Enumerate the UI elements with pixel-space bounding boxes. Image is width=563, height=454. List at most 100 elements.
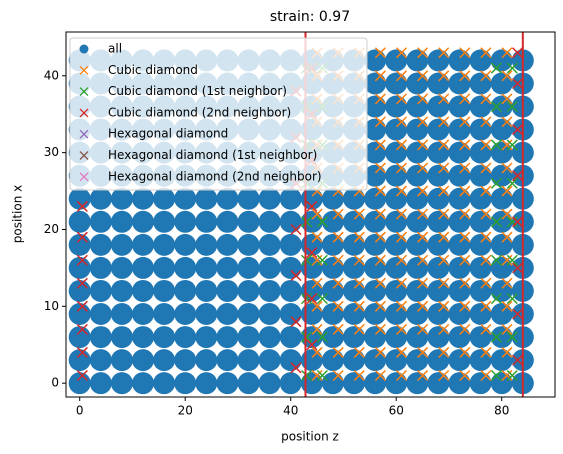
point	[469, 118, 492, 141]
point	[406, 233, 429, 256]
point	[490, 303, 513, 326]
point	[343, 372, 366, 395]
point	[174, 372, 197, 395]
point	[343, 256, 366, 279]
legend-marker	[79, 44, 89, 54]
point	[321, 210, 344, 233]
point	[174, 233, 197, 256]
point	[258, 303, 281, 326]
point	[279, 279, 302, 302]
point	[153, 349, 176, 372]
point	[448, 49, 471, 72]
point	[480, 231, 492, 243]
point	[68, 187, 91, 210]
point	[480, 369, 492, 382]
point	[438, 47, 450, 59]
point	[195, 279, 218, 302]
point	[374, 70, 386, 82]
point	[480, 323, 492, 335]
point	[132, 210, 155, 233]
point	[438, 300, 450, 312]
point	[364, 372, 387, 395]
point	[469, 164, 492, 187]
point	[321, 256, 344, 279]
chart-title: strain: 0.97	[270, 9, 350, 25]
point	[501, 116, 513, 128]
point	[110, 303, 133, 326]
point	[316, 293, 328, 305]
point	[258, 326, 281, 349]
point	[512, 77, 524, 90]
x-tick-label: 20	[178, 404, 193, 418]
point	[480, 300, 492, 312]
point	[153, 210, 176, 233]
point	[501, 185, 513, 197]
point	[364, 326, 387, 349]
point	[385, 141, 408, 164]
point	[459, 162, 471, 174]
point	[311, 369, 323, 382]
x-tick-label: 40	[283, 404, 298, 418]
point	[395, 116, 408, 128]
point	[395, 231, 408, 243]
point	[343, 279, 366, 302]
point	[448, 372, 471, 395]
point	[364, 256, 387, 279]
point	[132, 372, 155, 395]
point	[501, 346, 513, 358]
legend-marker	[79, 172, 89, 182]
point	[438, 116, 450, 128]
point	[195, 187, 218, 210]
point	[332, 369, 344, 382]
point	[385, 279, 408, 302]
point	[448, 256, 471, 279]
point	[279, 256, 302, 279]
point	[506, 139, 518, 151]
point	[76, 323, 88, 335]
point	[490, 372, 513, 395]
legend-label: Cubic diamond	[108, 63, 198, 77]
point	[316, 216, 328, 228]
point	[258, 233, 281, 256]
legend-label: Hexagonal diamond (2nd neighbor)	[108, 169, 322, 183]
point	[89, 279, 112, 302]
point	[290, 270, 302, 282]
point	[237, 256, 260, 279]
point	[406, 210, 429, 233]
point	[374, 47, 386, 59]
point	[501, 93, 513, 105]
point	[438, 162, 450, 174]
point	[153, 372, 176, 395]
legend-marker	[79, 65, 89, 75]
point	[501, 277, 513, 289]
point	[438, 70, 450, 82]
point	[459, 139, 471, 151]
point	[321, 372, 344, 395]
point	[153, 279, 176, 302]
point	[195, 233, 218, 256]
point	[332, 323, 344, 335]
point	[89, 233, 112, 256]
point	[321, 326, 344, 349]
point	[374, 254, 386, 266]
point	[395, 47, 408, 59]
point	[490, 331, 502, 343]
point	[174, 349, 197, 372]
point	[395, 277, 408, 289]
point	[480, 162, 492, 174]
point	[385, 164, 408, 187]
point	[279, 187, 302, 210]
point	[300, 372, 323, 395]
point	[311, 300, 323, 312]
point	[89, 256, 112, 279]
point	[353, 346, 365, 358]
point	[237, 349, 260, 372]
point	[417, 116, 429, 128]
point	[395, 208, 408, 220]
point	[279, 233, 302, 256]
point	[353, 231, 365, 243]
point	[311, 231, 323, 243]
point	[490, 164, 513, 187]
point	[195, 303, 218, 326]
point	[480, 47, 492, 59]
